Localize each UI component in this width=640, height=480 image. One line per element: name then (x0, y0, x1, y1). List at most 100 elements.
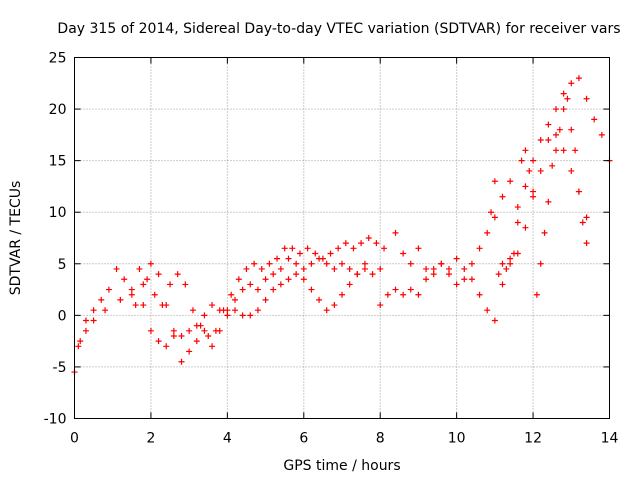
data-point (170, 332, 177, 339)
data-point (400, 291, 407, 298)
data-point (556, 126, 563, 133)
data-point (476, 291, 483, 298)
data-point (545, 137, 552, 144)
data-point (568, 126, 575, 133)
data-point (232, 296, 238, 303)
data-point (285, 276, 292, 283)
data-point (151, 291, 158, 298)
data-point (530, 157, 537, 164)
x-tick-label: 14 (601, 431, 619, 447)
data-point (361, 265, 368, 272)
x-tick-label: 8 (376, 431, 385, 447)
data-point (147, 260, 154, 267)
data-point (243, 265, 250, 272)
data-point (407, 260, 414, 267)
data-point (193, 338, 200, 345)
x-tick-label: 0 (70, 431, 79, 447)
data-point (545, 121, 552, 128)
grid (74, 57, 610, 419)
series-sat-e (392, 121, 590, 298)
data-point (247, 312, 254, 319)
data-point (530, 193, 537, 200)
data-point (235, 276, 242, 283)
data-point (522, 224, 529, 231)
data-point (575, 188, 582, 195)
axis-ticks (74, 57, 610, 419)
data-point (507, 260, 514, 267)
data-point (342, 240, 349, 247)
data-point (270, 271, 277, 278)
data-point (484, 307, 491, 314)
data-point (373, 240, 380, 247)
data-point (503, 265, 510, 272)
data-point (205, 332, 212, 339)
data-point (228, 291, 235, 298)
series-sat-b (75, 255, 384, 365)
data-point (499, 193, 506, 200)
data-point (346, 265, 353, 272)
data-point (579, 219, 586, 226)
data-point (495, 271, 502, 278)
data-point (392, 286, 399, 293)
x-tick-labels: 0 2 4 6 8 10 12 14 (70, 431, 618, 447)
data-point (572, 147, 579, 154)
data-point (407, 286, 414, 293)
data-point (468, 276, 475, 283)
data-point (178, 358, 185, 365)
data-point (155, 271, 162, 278)
x-tick-label: 6 (299, 431, 308, 447)
y-tick-label: -10 (44, 412, 67, 428)
data-point (77, 338, 84, 345)
data-point (526, 167, 533, 174)
series-sat-f (488, 95, 590, 298)
data-point (247, 281, 254, 288)
data-point (476, 245, 483, 252)
series-sat-c (132, 260, 368, 339)
data-point (591, 116, 598, 123)
data-point (583, 214, 590, 221)
data-point (293, 260, 300, 267)
data-point (377, 302, 384, 309)
data-point (277, 265, 284, 272)
data-point (327, 250, 334, 257)
y-tick-label: 20 (49, 102, 67, 118)
data-point (128, 291, 135, 298)
x-tick-label: 2 (146, 431, 155, 447)
y-tick-label: 0 (58, 308, 67, 324)
data-point (293, 271, 300, 278)
data-point (350, 245, 357, 252)
data-point (189, 307, 196, 314)
data-point (274, 255, 281, 262)
data-point (262, 296, 269, 303)
data-point (507, 178, 514, 185)
data-point (335, 245, 342, 252)
data-point (446, 265, 452, 272)
data-point (323, 307, 330, 314)
data-point (564, 95, 571, 102)
data-point (239, 286, 246, 293)
data-point (583, 240, 590, 247)
data-point (132, 302, 139, 309)
data-point (300, 265, 307, 272)
data-point (361, 260, 368, 267)
data-point (377, 265, 384, 272)
data-point (113, 265, 120, 272)
data-point (102, 307, 109, 314)
data-point (296, 250, 303, 257)
data-point (277, 281, 284, 288)
data-point (560, 147, 567, 154)
data-point (354, 271, 361, 278)
data-point (312, 250, 319, 257)
data-point (400, 250, 407, 257)
data-point (541, 229, 548, 236)
data-point (549, 162, 556, 169)
data-point (423, 265, 430, 272)
data-point (358, 240, 365, 247)
data-point (323, 260, 330, 267)
data-point (522, 147, 529, 154)
data-point (239, 312, 246, 319)
data-point (186, 327, 193, 334)
data-point (82, 317, 89, 324)
data-point (300, 276, 307, 283)
